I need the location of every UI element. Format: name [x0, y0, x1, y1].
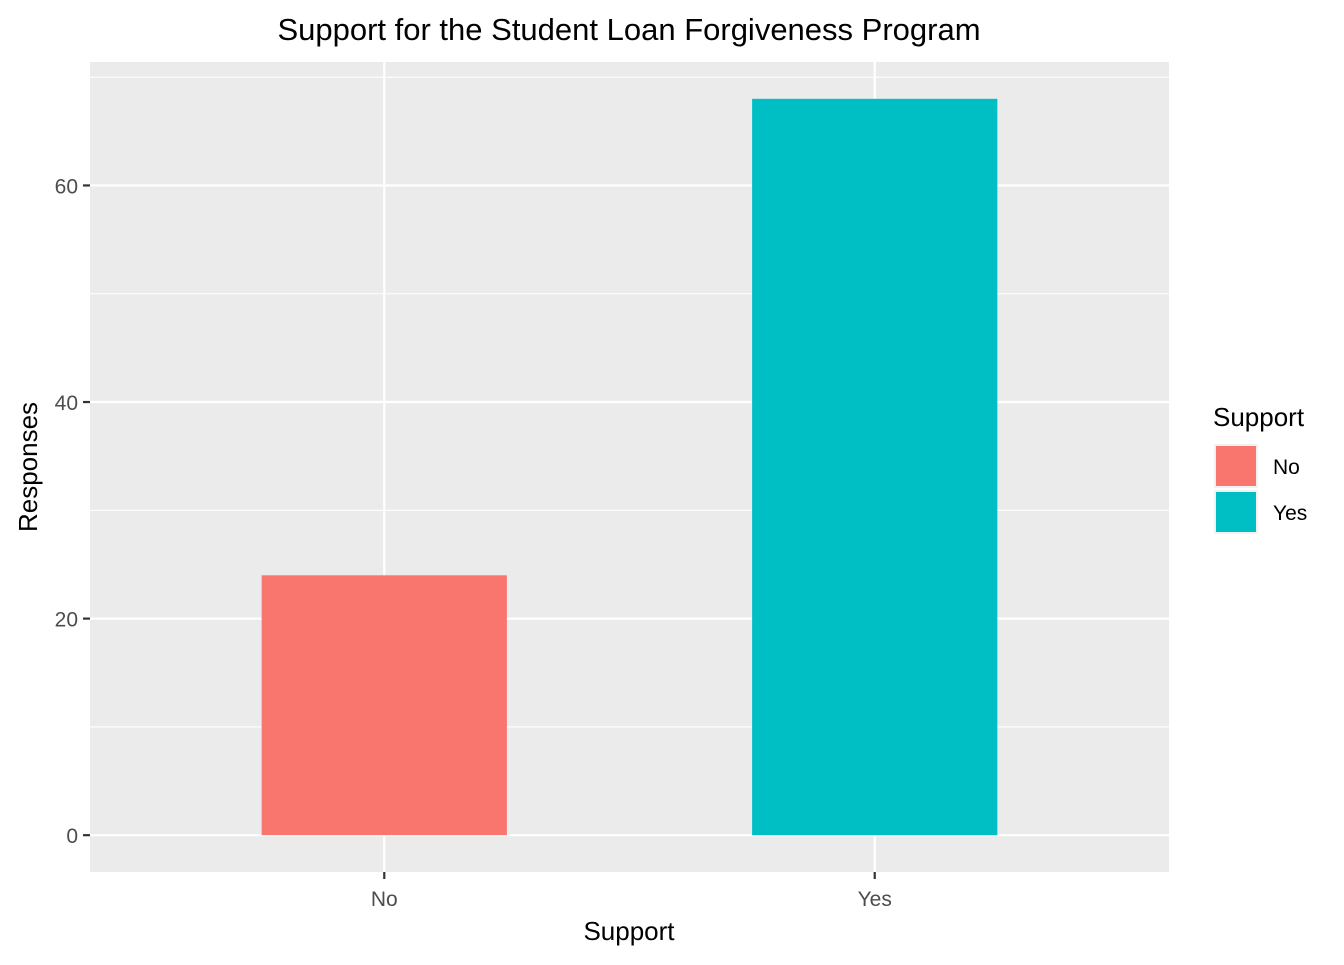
legend-label: Yes [1273, 502, 1307, 525]
legend-label: No [1273, 456, 1300, 479]
legend-swatch-no [1216, 446, 1256, 486]
y-axis: 0 20 40 60 [55, 175, 90, 848]
y-tick-label: 60 [55, 175, 78, 198]
bar-no [261, 575, 507, 836]
legend: Support No Yes [1213, 402, 1307, 534]
x-axis: No Yes [371, 872, 892, 911]
y-tick-label: 0 [66, 825, 78, 848]
y-axis-label: Responses [13, 402, 43, 532]
legend-title: Support [1213, 402, 1305, 432]
y-tick-label: 20 [55, 609, 78, 632]
bars-group [261, 98, 998, 836]
chart-title: Support for the Student Loan Forgiveness… [277, 12, 980, 47]
x-axis-label: Support [583, 916, 675, 946]
y-tick-label: 40 [55, 392, 78, 415]
plot-panel [90, 62, 1169, 872]
legend-items: No Yes [1214, 444, 1307, 534]
x-tick-label: Yes [858, 888, 892, 911]
bar-yes [752, 98, 998, 836]
legend-swatch-yes [1216, 492, 1256, 532]
x-tick-label: No [371, 888, 398, 911]
